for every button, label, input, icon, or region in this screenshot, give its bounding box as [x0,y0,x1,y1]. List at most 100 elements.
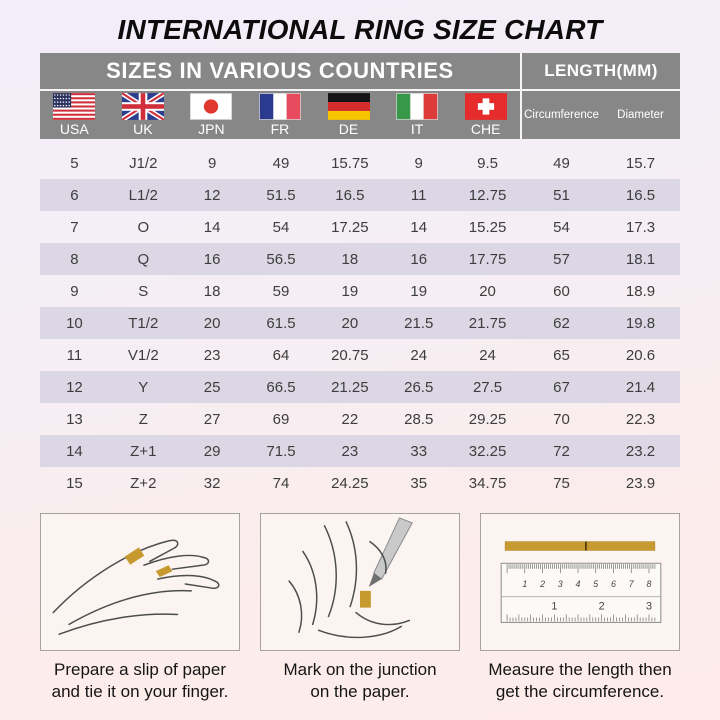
cell-diameter: 18.1 [625,250,656,268]
svg-text:2: 2 [539,579,545,589]
cell-che: 20 [479,282,496,300]
instruction-caption-2: Mark on the junction on the paper. [283,659,436,704]
cell-de: 18 [341,250,359,268]
cell-usa: 6 [70,186,79,204]
diameter-column-header: Diameter [617,109,664,121]
cell-uk: T1/2 [128,314,159,332]
usa-flag-icon [53,93,96,120]
cell-diameter: 18.9 [625,282,656,300]
cell-fr: 71.5 [266,442,296,460]
table-header: SIZES IN VARIOUS COUNTRIES LENGTH(MM) US… [40,53,680,139]
cell-diameter: 16.5 [625,186,656,204]
cell-it: 19 [410,282,428,300]
cell-de: 20 [341,314,359,332]
svg-text:8: 8 [647,579,652,589]
cell-che: 24 [479,346,496,364]
cell-che: 27.5 [472,378,503,396]
cell-de: 20.75 [331,346,369,364]
cell-it: 35 [410,474,428,492]
cell-uk: V1/2 [127,346,159,364]
instruction-step-1: Prepare a slip of paper and tie it on yo… [40,513,240,704]
cell-usa: 12 [66,378,83,396]
cell-diameter: 17.3 [625,218,656,236]
cell-usa: 13 [66,410,83,428]
cell-it: 14 [410,218,428,236]
svg-text:7: 7 [629,579,635,589]
header-sizes-in-various-countries: SIZES IN VARIOUS COUNTRIES [40,53,520,89]
cell-che: 32.25 [468,442,507,460]
cell-it: 24 [410,346,428,364]
cell-usa: 5 [70,154,79,172]
cell-diameter: 19.8 [625,314,656,332]
cell-che: 34.75 [468,474,507,492]
cell-de: 16.5 [335,186,365,204]
cell-che: 12.75 [468,186,507,204]
cell-jpn: 18 [203,282,221,300]
cell-circumference: 70 [553,410,570,428]
cell-circumference: 54 [553,218,570,236]
cell-it: 9 [414,154,423,172]
cell-fr: 51.5 [266,186,296,204]
cell-circumference: 62 [553,314,570,332]
cell-it: 28.5 [404,410,434,428]
cell-usa: 9 [70,282,79,300]
table-row: 10 T1/2 20 61.5 20 21.5 21.75 62 19.8 [40,307,680,339]
cell-diameter: 21.4 [625,378,656,396]
table-row: 15 Z+2 32 74 24.25 35 34.75 75 23.9 [40,467,680,499]
cell-uk: L1/2 [128,186,158,204]
length-subheader: Circumference Diameter [522,91,680,139]
cell-usa: 11 [66,346,83,364]
cell-diameter: 15.7 [625,154,656,172]
svg-text:2: 2 [599,601,605,613]
cell-diameter: 20.6 [625,346,656,364]
instruction-caption-1: Prepare a slip of paper and tie it on yo… [52,659,229,704]
table-row: 12 Y 25 66.5 21.25 26.5 27.5 67 21.4 [40,371,680,403]
country-column-usa: USA [40,93,109,137]
svg-text:3: 3 [558,579,563,589]
country-column-jpn: JPN [177,93,246,137]
country-column-fr: FR [246,93,315,137]
caption-line: and tie it on your finger. [51,682,229,702]
cell-diameter: 22.3 [625,410,656,428]
cell-jpn: 27 [203,410,221,428]
cell-fr: 54 [272,218,290,236]
country-label-che: CHE [470,121,501,137]
cell-diameter: 23.9 [625,474,656,492]
svg-text:1: 1 [522,579,527,589]
caption-line: get the circumference. [495,682,665,702]
svg-text:3: 3 [646,601,652,613]
cell-uk: Z+1 [130,442,157,460]
instruction-caption-3: Measure the length then get the circumfe… [488,659,671,704]
uk-flag-icon [121,93,164,120]
cell-circumference: 75 [553,474,570,492]
country-label-usa: USA [59,121,89,137]
cell-it: 11 [410,186,427,204]
cell-circumference: 72 [553,442,570,460]
cell-jpn: 32 [203,474,221,492]
cell-fr: 61.5 [266,314,296,332]
cell-circumference: 65 [553,346,570,364]
cell-fr: 64 [272,346,290,364]
cell-uk: S [138,282,149,300]
cell-jpn: 12 [203,186,221,204]
hand-with-paper-illustration [40,513,240,651]
page-title: INTERNATIONAL RING SIZE CHART [117,14,603,45]
header-length-mm: LENGTH(MM) [522,53,680,89]
country-label-jpn: JPN [198,121,225,137]
circumference-column-header: Circumference [524,109,599,121]
cell-circumference: 49 [553,154,570,172]
country-column-che: CHE [451,93,520,137]
cell-che: 29.25 [468,410,507,428]
cell-uk: Q [137,250,150,268]
cell-it: 21.5 [404,314,434,332]
cell-jpn: 9 [207,154,217,172]
cell-fr: 49 [272,154,290,172]
cell-de: 17.25 [331,218,369,236]
caption-line: Mark on the junction [283,660,437,679]
svg-text:4: 4 [576,579,581,589]
country-column-de: DE [314,93,383,137]
cell-diameter: 23.2 [625,442,656,460]
cell-usa: 14 [66,442,83,460]
flags-row: USA UK JPN FR DE IT CHE [40,91,520,139]
cell-de: 21.25 [331,378,369,396]
